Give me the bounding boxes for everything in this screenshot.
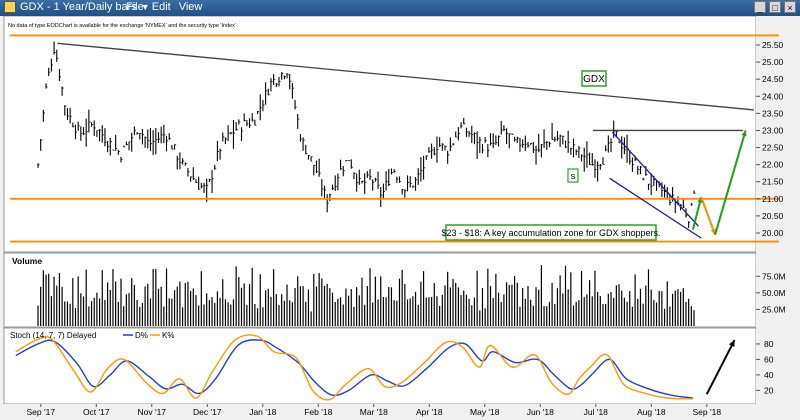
price-tick-label: 20.50 [762,211,784,221]
x-tick-label: Jan '18 [249,407,276,417]
stoch-header: Stoch (14, 7, 7) Delayed D% K% [10,331,174,340]
volume-tick-label: 25.0M [762,304,786,314]
app-icon [4,1,16,13]
s-marker-box: s [567,168,579,183]
menu-file[interactable]: File [126,1,144,13]
volume-tick-label: 50.0M [762,288,786,298]
stoch-arrowhead [728,340,735,348]
x-tick-label: Oct '17 [83,407,110,417]
dropdown-icon[interactable]: ▼ [140,2,150,12]
price-tick-label: 22.50 [762,143,784,153]
price-tick-label: 24.00 [762,91,784,101]
stoch-projection-arrow [705,339,736,395]
window-title: GDX - 1 Year/Daily bars [20,1,137,13]
price-tick-label: 25.50 [762,40,784,50]
trendline-channel-upper [611,131,699,227]
x-axis-area [0,404,800,420]
ticker-label: GDX [583,74,605,85]
trendline-resistance [57,42,755,111]
volume-tick-label: 75.0M [762,271,786,281]
minimize-button[interactable]: _ [754,1,766,13]
price-tick-label: 20.00 [762,228,784,238]
price-tick-label: 22.00 [762,160,784,170]
arrowhead-proj-down [710,228,716,235]
legend-d: D% [135,331,148,340]
price-tick-label: 23.00 [762,125,784,135]
price-tick-label: 21.50 [762,177,784,187]
trendline-channel-lower [609,177,702,239]
price-panel [3,16,757,253]
y-axis-area [756,16,800,404]
stoch-tick-label: 80 [764,339,774,349]
s-marker: s [571,171,576,181]
close-button[interactable]: × [784,1,796,13]
x-tick-label: Mar '18 [360,407,388,417]
x-tick-label: May '18 [470,407,500,417]
maximize-button[interactable]: □ [769,1,781,13]
trendline-proj-up-1 [691,196,703,230]
price-tick-label: 24.50 [762,74,784,84]
stoch-tick-label: 40 [764,370,774,380]
price-tick-label: 25.00 [762,57,784,67]
ticker-label-box: GDX [581,70,607,87]
stoch-tick-label: 60 [764,354,774,364]
menu-edit[interactable]: Edit [151,1,171,13]
annotation-box: $23 - $18: A key accumulation zone for G… [441,224,661,241]
x-tick-label: Jun '18 [527,407,554,417]
x-tick-label: Aug '18 [637,407,666,417]
data-notice: No data of type EODChart is available fo… [8,23,236,29]
x-tick-label: Nov '17 [137,407,166,417]
chart-canvas: No data of type EODChart is available fo… [0,16,800,420]
stoch-title: Stoch (14, 7, 7) Delayed [10,331,96,340]
arrowhead-proj-up-2 [741,130,747,137]
menu-view[interactable]: View [178,1,203,13]
stoch-panel [3,327,757,405]
x-tick-label: Sep '18 [692,407,721,417]
price-tick-label: 21.00 [762,194,784,204]
x-tick-label: Dec '17 [193,407,222,417]
x-tick-label: Feb '18 [304,407,332,417]
x-tick-label: Apr '18 [416,407,443,417]
price-tick-label: 23.50 [762,108,784,118]
stoch-series-d [15,339,693,399]
trendline-proj-up-2 [714,130,747,235]
trendline-proj-down [700,196,717,236]
x-tick-label: Jul '18 [584,407,609,417]
annotation-text: $23 - $18: A key accumulation zone for G… [441,228,660,238]
stoch-series-k [15,334,693,401]
legend-k: K% [162,331,174,340]
x-tick-label: Sep '17 [26,407,55,417]
stoch-tick-label: 20 [764,385,774,395]
window-titlebar: GDX - 1 Year/Daily bars ▼ File Edit View… [0,0,800,16]
volume-title: Volume [12,256,42,266]
